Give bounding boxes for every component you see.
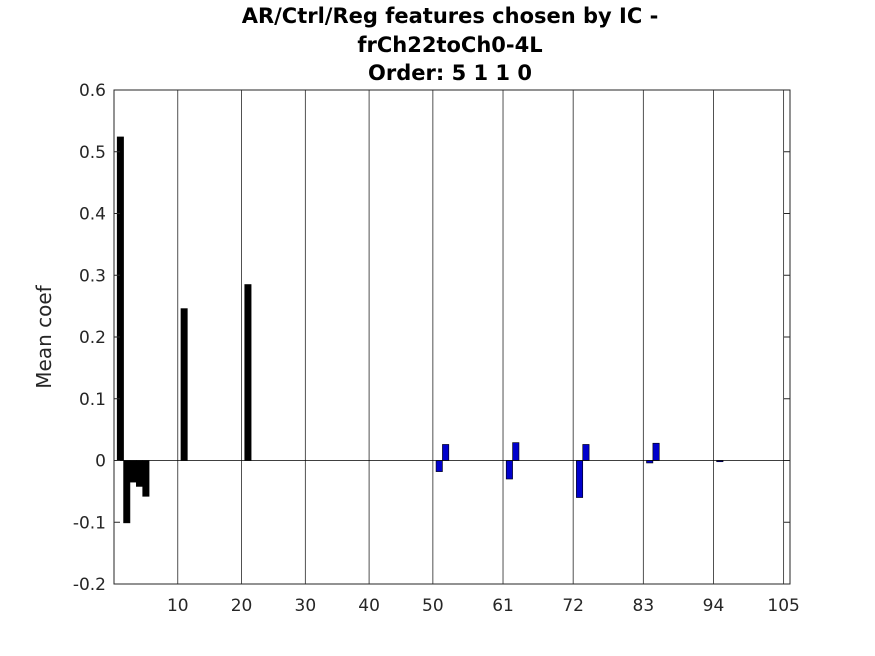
y-tick-label-6: 0.4 bbox=[79, 205, 106, 225]
x-tick-label-30: 30 bbox=[295, 596, 317, 616]
bar-s0-x11 bbox=[180, 308, 188, 461]
chart-title-line-2: frCh22toCh0-4L bbox=[357, 33, 542, 57]
x-tick-label-105: 105 bbox=[767, 596, 799, 616]
bar-s0-x1 bbox=[116, 136, 124, 461]
bar-s1-x85 bbox=[652, 442, 660, 461]
bar-s1-x74 bbox=[582, 444, 590, 461]
bar-s1-x51 bbox=[435, 460, 443, 472]
bar-s1-x63 bbox=[512, 442, 520, 461]
bar-s0-x4 bbox=[136, 460, 143, 487]
bar-s1-x62 bbox=[505, 460, 513, 480]
plot-area: -0.2 -0.1 0 0.1 0.2 0.3 0.4 0.5 0.6 10 20 30 40 50 61 7… bbox=[73, 81, 800, 616]
x-tick-label-40: 40 bbox=[358, 596, 380, 616]
y-tick-label-8: 0.6 bbox=[79, 81, 106, 101]
y-tick-label-0: -0.2 bbox=[73, 575, 106, 595]
bar-s1-x73 bbox=[576, 460, 584, 498]
bar-s0-x5 bbox=[142, 460, 150, 497]
x-tick-label-72: 72 bbox=[562, 596, 584, 616]
bar-s0-x21 bbox=[244, 284, 252, 461]
chart-title-line-3: Order: 5 1 1 0 bbox=[368, 61, 532, 85]
x-tick-label-61: 61 bbox=[492, 596, 514, 616]
bar-s1-x52 bbox=[442, 444, 450, 461]
y-tick-label-5: 0.3 bbox=[79, 266, 106, 286]
x-tick-label-83: 83 bbox=[633, 596, 655, 616]
y-tick-label-4: 0.2 bbox=[79, 328, 106, 348]
x-tick-label-20: 20 bbox=[231, 596, 253, 616]
x-tick-label-10: 10 bbox=[167, 596, 189, 616]
plot-background bbox=[114, 90, 790, 584]
y-tick-label-2: 0 bbox=[95, 452, 106, 472]
x-tick-label-94: 94 bbox=[703, 596, 725, 616]
y-tick-label-1: -0.1 bbox=[73, 513, 106, 533]
bar-s0-x2 bbox=[123, 460, 131, 524]
y-tick-label-7: 0.5 bbox=[79, 143, 106, 163]
y-axis-label: Mean coef bbox=[32, 284, 56, 388]
chart-title-line-1: AR/Ctrl/Reg features chosen by IC - bbox=[242, 4, 659, 28]
bar-s0-x3 bbox=[129, 460, 137, 483]
x-tick-label-50: 50 bbox=[422, 596, 444, 616]
y-tick-label-3: 0.1 bbox=[79, 390, 106, 410]
